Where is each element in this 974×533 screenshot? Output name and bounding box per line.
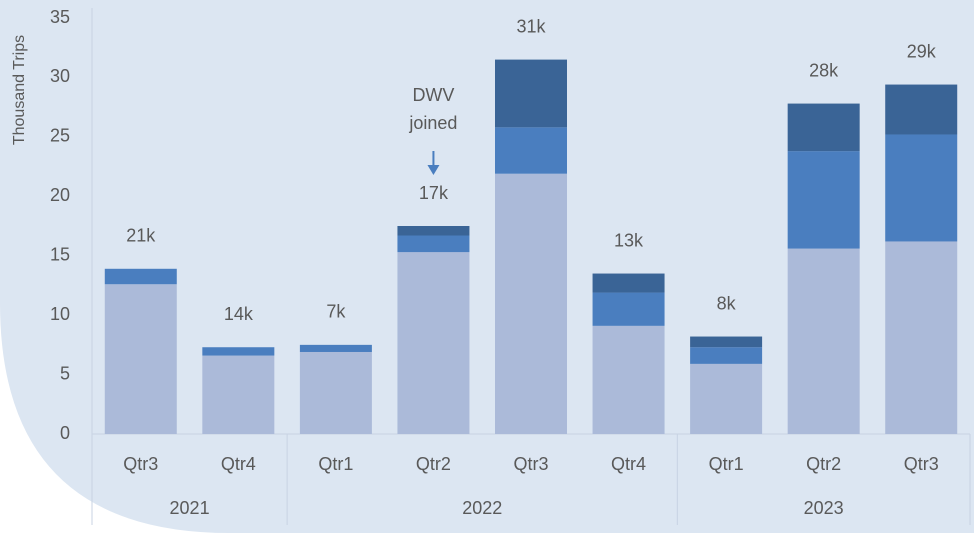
bar-segment [104,284,177,434]
bar-segment [690,347,763,364]
y-tick-label: 30 [50,66,70,86]
total-label: 31k [516,16,546,36]
y-tick-label: 25 [50,126,70,146]
x-tick-label: Qtr3 [123,454,158,474]
bar-segment [104,268,177,285]
group-label: 2023 [804,498,844,518]
y-tick-label: 10 [50,304,70,324]
bar-segment [885,134,958,242]
y-tick-label: 35 [50,7,70,27]
annotation: DWV [412,85,454,105]
bar-segment [885,84,958,135]
x-tick-label: Qtr2 [416,454,451,474]
bar-segment [397,235,470,253]
bar-segment [592,325,665,434]
bar-segment [495,173,567,434]
x-tick-label: Qtr1 [709,454,744,474]
bar-segment [299,351,372,434]
y-tick-label: 5 [60,363,70,383]
bar-segment [202,355,275,434]
bar-segment [787,248,860,434]
y-axis-label: Thousand Trips [11,35,28,145]
bar-segment [787,151,860,249]
bar-segment [299,344,372,352]
x-tick-label: Qtr4 [611,454,646,474]
bar-segment [397,252,470,434]
y-tick-label: 0 [60,423,70,443]
total-label: 29k [907,41,937,61]
group-label: 2022 [462,498,502,518]
bar-segment [885,241,958,434]
bar-segment [592,273,665,293]
total-label: 21k [126,226,156,246]
total-label: 8k [717,293,737,313]
total-label: 13k [614,230,644,250]
total-label: 28k [809,60,839,80]
x-tick-label: Qtr3 [513,454,548,474]
total-label: 17k [419,183,449,203]
total-label: 14k [224,304,254,324]
y-tick-label: 20 [50,185,70,205]
bar-segment [202,347,275,356]
y-tick-label: 15 [50,244,70,264]
x-tick-label: Qtr2 [806,454,841,474]
bar-segment [495,127,567,174]
bar-segment [495,59,567,128]
bar-segment [690,363,763,434]
bar-segment [690,336,763,348]
group-label: 2021 [170,498,210,518]
bar-segment [397,226,470,236]
x-tick-label: Qtr1 [318,454,353,474]
bar-segment [592,292,665,326]
annotation-arrowhead [427,165,440,175]
x-tick-label: Qtr3 [904,454,939,474]
bar-segment [787,103,860,152]
total-label: 7k [326,302,346,322]
x-tick-label: Qtr4 [221,454,256,474]
annotation: joined [408,113,457,133]
